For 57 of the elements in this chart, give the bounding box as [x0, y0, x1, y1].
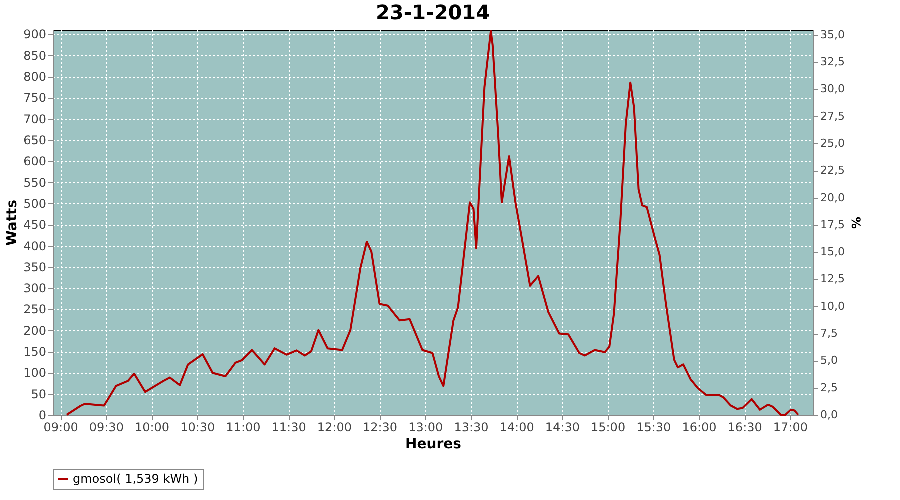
x-tick-label: 14:00 — [500, 420, 534, 434]
y2-tick-label: 15,0 — [820, 246, 845, 259]
x-tick-label: 16:00 — [682, 420, 717, 434]
y-tick-label: 200 — [24, 324, 46, 338]
x-tick-label: 12:00 — [317, 420, 352, 434]
y-axis-title: Watts — [4, 200, 21, 246]
y2-tick-label: 32,5 — [820, 56, 845, 69]
x-tick-label: 13:00 — [408, 420, 444, 434]
x-tick-label: 15:30 — [636, 420, 672, 434]
y2-tick-label: 7,5 — [820, 327, 838, 340]
y2-tick-label: 27,5 — [820, 110, 845, 123]
y-tick-label: 600 — [24, 154, 46, 169]
y-tick-label: 0 — [38, 408, 46, 422]
y2-tick-label: 25,0 — [820, 136, 845, 150]
y-tick-label: 400 — [24, 239, 46, 254]
y-tick-label: 650 — [24, 134, 46, 148]
y2-tick-label: 22,5 — [820, 164, 845, 178]
y-tick-label: 900 — [24, 28, 46, 42]
x-tick-label: 13:30 — [454, 420, 489, 434]
y2-tick-label: 0,0 — [820, 408, 838, 422]
y-tick-label: 50 — [31, 387, 46, 402]
y-tick-label: 700 — [24, 112, 46, 126]
y2-tick-label: 10,0 — [820, 300, 845, 313]
y2-axis-title: % — [848, 216, 863, 230]
y-tick-label: 500 — [24, 196, 46, 211]
y-tick-label: 100 — [24, 366, 46, 380]
y-tick-label: 350 — [24, 260, 46, 274]
x-tick-label: 16:30 — [728, 420, 762, 434]
y2-tick-label: 35,0 — [820, 28, 845, 42]
y-tick-label: 850 — [24, 48, 46, 63]
y-tick-label: 300 — [24, 282, 46, 296]
y2-tick-label: 5,0 — [820, 354, 838, 368]
legend-label: gmosol( 1,539 kWh ) — [73, 472, 198, 486]
y-tick-label: 150 — [24, 345, 46, 360]
y-tick-label: 250 — [24, 302, 46, 317]
x-tick-label: 12:30 — [362, 420, 398, 434]
x-tick-label: 14:30 — [545, 420, 580, 434]
y2-tick-label: 20,0 — [820, 191, 845, 204]
x-tick-label: 10:30 — [180, 420, 216, 434]
chart-title: 23-1-2014 — [376, 0, 490, 24]
x-tick-label: 09:30 — [89, 420, 124, 434]
x-tick-label: 09:00 — [44, 420, 78, 434]
y-tick-label: 550 — [24, 176, 46, 190]
x-tick-label: 17:00 — [773, 420, 808, 434]
x-tick-label: 15:00 — [590, 420, 626, 434]
y-tick-label: 450 — [24, 218, 46, 232]
y2-tick-label: 17,5 — [820, 218, 845, 232]
x-tick-label: 11:00 — [226, 420, 261, 434]
x-tick-label: 11:30 — [272, 420, 306, 434]
y-tick-label: 800 — [24, 70, 46, 84]
y-tick-label: 750 — [24, 91, 46, 106]
y2-tick-label: 2,5 — [820, 381, 838, 394]
y2-tick-label: 30,0 — [820, 82, 845, 96]
x-axis-title: Heures — [406, 436, 462, 452]
line-series — [66, 30, 800, 416]
y2-tick-label: 12,5 — [820, 272, 845, 286]
x-tick-label: 10:00 — [134, 420, 170, 434]
